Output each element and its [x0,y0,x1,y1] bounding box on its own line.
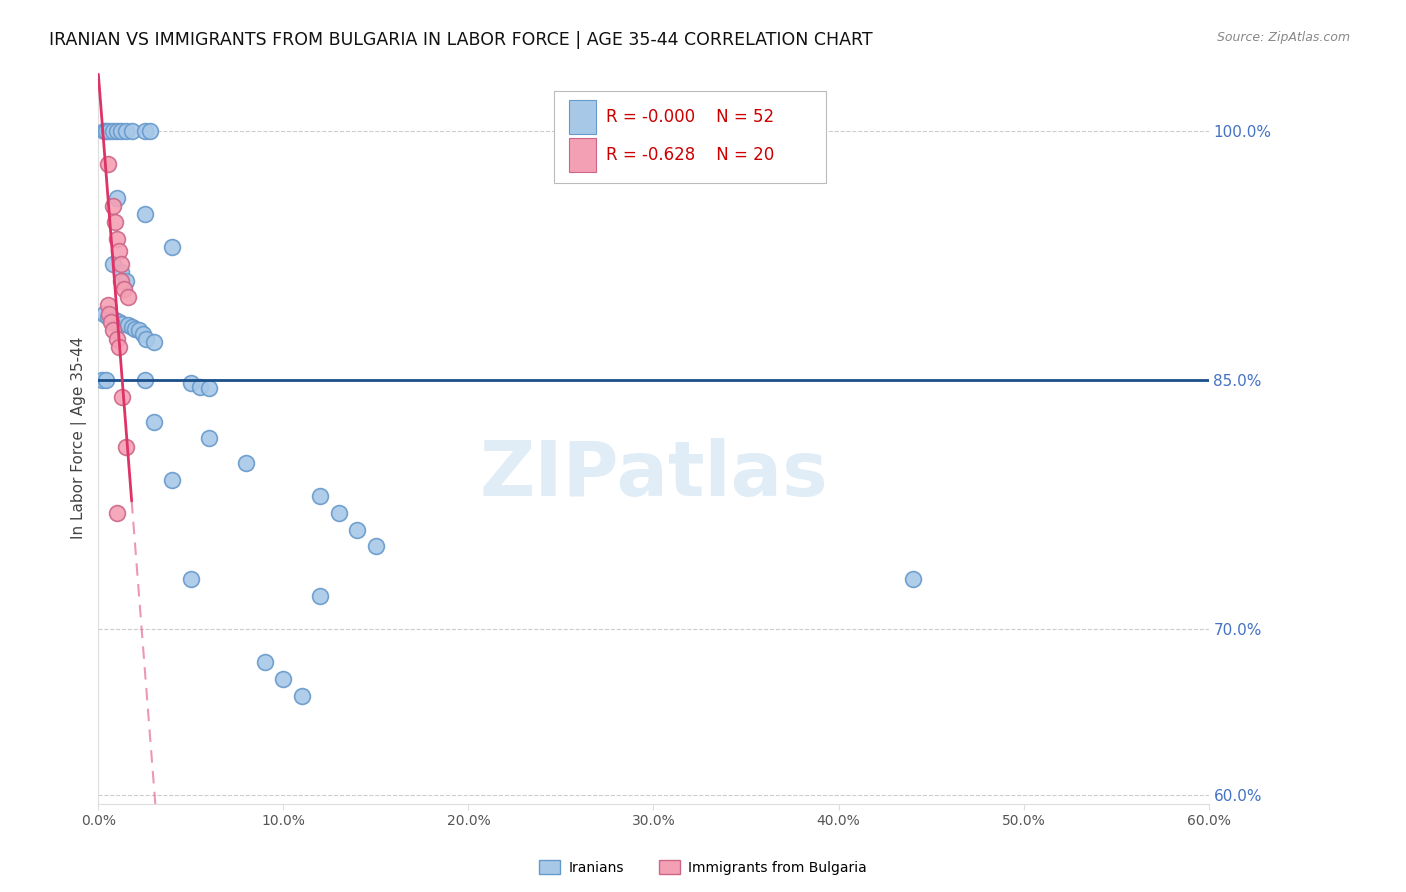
Text: R = -0.628    N = 20: R = -0.628 N = 20 [606,145,773,164]
Point [180,573,202,587]
Text: IRANIAN VS IMMIGRANTS FROM BULGARIA IN LABOR FORCE | AGE 35-44 CORRELATION CHART: IRANIAN VS IMMIGRANTS FROM BULGARIA IN L… [49,31,873,49]
Point [135,332,157,346]
Point [94,373,117,387]
Legend: Iranians, Immigrants from Bulgaria: Iranians, Immigrants from Bulgaria [534,855,872,880]
Point [100,311,122,326]
Point [117,318,139,333]
Point [198,431,221,445]
Point [124,321,146,335]
Point [101,257,124,271]
Point [328,506,350,520]
Text: Source: ZipAtlas.com: Source: ZipAtlas.com [1216,31,1350,45]
Point [117,290,139,304]
Point [121,320,143,334]
Point [142,415,165,429]
Point [105,506,128,520]
Point [235,456,257,470]
Point [93,124,115,138]
Point [115,273,138,287]
Point [253,656,276,670]
Point [198,381,221,395]
Point [188,380,211,394]
Text: R = -0.000    N = 52: R = -0.000 N = 52 [606,108,773,126]
Point [134,207,156,221]
Point [142,863,165,877]
Point [98,124,121,138]
Point [180,376,202,391]
Point [128,323,150,337]
Point [105,232,128,246]
Point [98,307,121,321]
FancyBboxPatch shape [569,138,596,172]
Point [624,124,647,138]
Point [112,282,135,296]
Point [97,310,120,324]
Point [105,190,128,204]
Point [121,124,143,138]
Point [110,257,132,271]
FancyBboxPatch shape [554,91,825,183]
Point [101,124,124,138]
Point [104,313,127,327]
Point [162,240,184,254]
Point [93,307,115,321]
Point [273,672,295,686]
Point [101,323,124,337]
Y-axis label: In Labor Force | Age 35-44: In Labor Force | Age 35-44 [72,337,87,540]
Point [105,124,128,138]
Point [134,124,156,138]
Point [142,334,165,349]
Point [111,390,134,404]
Point [115,440,138,454]
Point [107,244,129,258]
Point [901,573,924,587]
Point [104,215,127,229]
Point [91,373,114,387]
Point [101,199,124,213]
Point [309,589,332,603]
Point [139,124,162,138]
Point [134,373,156,387]
Point [111,317,134,331]
FancyBboxPatch shape [569,100,596,135]
Point [346,523,368,537]
Point [115,124,138,138]
Point [97,298,120,312]
Point [110,273,132,287]
Point [110,124,132,138]
Point [105,332,128,346]
Point [162,473,184,487]
Point [97,157,120,171]
Point [309,489,332,503]
Point [364,539,387,553]
Point [94,124,117,138]
Point [100,315,122,329]
Point [132,326,155,341]
Point [107,315,129,329]
Point [110,265,132,279]
Text: ZIPatlas: ZIPatlas [479,438,828,512]
Point [291,689,314,703]
Point [107,340,129,354]
